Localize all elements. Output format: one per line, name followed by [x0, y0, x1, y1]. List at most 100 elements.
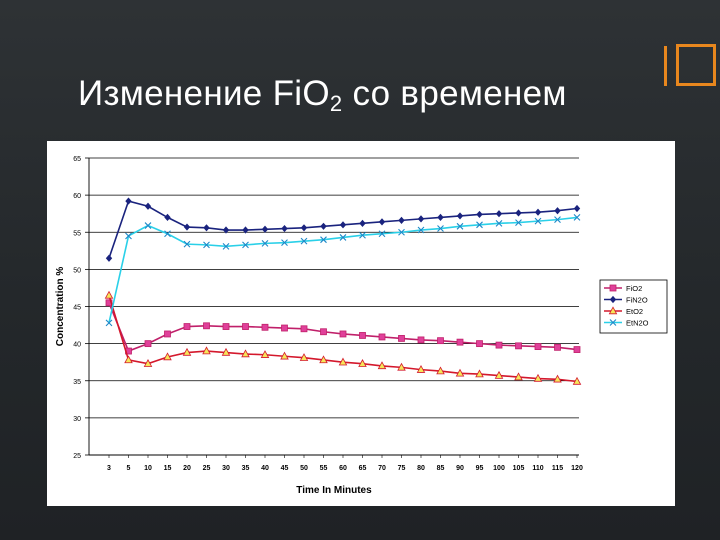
x-tick-label: 120 [571, 465, 583, 472]
data-point [398, 216, 405, 224]
data-point [573, 204, 581, 213]
data-point [320, 236, 327, 244]
series-etn2o [105, 214, 581, 327]
data-point [281, 224, 288, 233]
data-point [280, 351, 289, 360]
data-point [609, 295, 617, 304]
data-point [105, 319, 113, 327]
data-point [609, 319, 617, 326]
x-tick-label: 30 [222, 465, 230, 472]
data-point [534, 343, 542, 350]
data-point [261, 239, 269, 247]
data-point [456, 212, 464, 220]
y-tick-label: 55 [73, 230, 81, 237]
data-point [534, 217, 542, 225]
data-point [144, 222, 152, 229]
legend-layer: FiO2 FiN2O EtO2 EtN2O [599, 279, 668, 334]
x-axis-title: Time In Minutes [296, 485, 372, 496]
data-point [495, 341, 503, 349]
data-point [144, 202, 152, 210]
data-point [495, 210, 503, 218]
data-point [104, 290, 114, 299]
x-tick-label: 60 [339, 465, 347, 472]
data-point [515, 209, 522, 217]
x-tick-label: 65 [359, 465, 367, 472]
series-fio2 [105, 299, 581, 355]
data-point [359, 219, 366, 227]
data-point [222, 242, 230, 250]
x-tick-label: 80 [417, 465, 425, 472]
chart-card: 25 30 35 40 45 50 55 60 65 3 5 10 15 20 25 30 35 40 45 50 55… [47, 141, 675, 506]
y-axis-title: Concentration % [55, 267, 66, 347]
data-point [417, 226, 425, 234]
legend-entry: FiN2O [604, 296, 648, 305]
data-point [242, 241, 249, 249]
x-tick-label: 75 [398, 465, 406, 472]
data-point [242, 323, 249, 330]
data-point [319, 355, 328, 364]
data-point [320, 222, 327, 230]
data-point [378, 230, 386, 238]
data-point [300, 237, 308, 245]
data-point [397, 362, 406, 371]
y-tick-label: 60 [73, 193, 81, 200]
x-tick-label: 35 [242, 465, 250, 472]
data-point [164, 330, 171, 338]
series-eto2 [104, 290, 582, 385]
data-point [339, 221, 347, 229]
x-tick-label: 10 [144, 465, 152, 472]
data-point [437, 225, 444, 232]
series-line [108, 216, 578, 324]
data-point [437, 337, 444, 345]
x-tick-label: 105 [513, 465, 525, 472]
x-tick-label: 100 [493, 465, 505, 472]
x-tick-label: 15 [164, 465, 172, 472]
data-point [437, 213, 444, 221]
x-tick-label: 40 [261, 465, 269, 472]
x-tick-label: 95 [476, 465, 484, 472]
data-point [221, 347, 231, 356]
series-line [108, 295, 578, 383]
x-tick-label: 5 [127, 465, 131, 472]
data-point [124, 355, 133, 364]
data-point [436, 366, 445, 375]
data-point [281, 239, 288, 247]
data-point [300, 325, 308, 333]
data-point [164, 213, 171, 221]
data-point [417, 336, 425, 344]
series-layer [104, 197, 582, 385]
x-tick-label: 115 [552, 465, 563, 472]
x-tick-label: 25 [203, 465, 211, 472]
data-point [416, 364, 426, 373]
data-point [183, 240, 191, 248]
y-tick-label: 25 [73, 453, 81, 460]
data-point [125, 197, 132, 205]
data-point [553, 374, 562, 383]
data-point [377, 361, 387, 370]
data-point [182, 347, 192, 356]
data-point [164, 230, 171, 238]
data-point [144, 340, 152, 348]
data-point [554, 216, 561, 224]
data-point [143, 359, 153, 367]
slide-title-subscript: 2 [329, 91, 343, 116]
x-tick-label: 20 [183, 465, 191, 472]
data-point [261, 323, 269, 331]
data-point [417, 215, 425, 223]
accent-bar-decoration [664, 46, 667, 86]
data-point [494, 370, 504, 379]
data-point [514, 372, 523, 381]
data-point [534, 208, 542, 216]
data-point [476, 210, 483, 219]
legend-entry: FiO2 [604, 284, 642, 293]
data-point [183, 323, 191, 330]
data-point [609, 284, 617, 292]
data-point [398, 335, 405, 342]
legend-label: EtO2 [626, 307, 643, 316]
y-tick-label: 40 [73, 342, 81, 349]
x-tick-label: 50 [300, 465, 308, 472]
data-point [378, 333, 386, 341]
data-point [495, 219, 503, 227]
